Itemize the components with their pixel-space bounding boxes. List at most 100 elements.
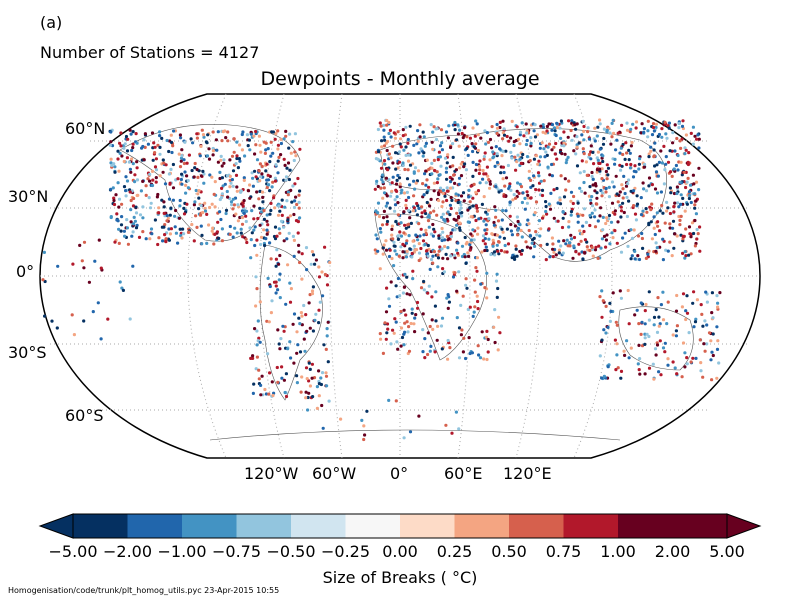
station-marker <box>389 342 393 346</box>
station-marker <box>420 211 424 215</box>
station-marker <box>231 184 235 188</box>
station-marker <box>265 228 269 232</box>
station-marker <box>195 167 199 172</box>
station-marker <box>436 265 440 269</box>
station-marker <box>709 339 713 343</box>
station-marker <box>533 135 538 139</box>
station-marker <box>657 370 661 374</box>
station-marker <box>240 148 244 152</box>
station-marker <box>677 214 681 219</box>
station-marker <box>267 320 271 324</box>
station-marker <box>234 212 238 216</box>
station-marker <box>680 375 684 379</box>
station-marker <box>666 160 671 164</box>
station-marker <box>487 217 491 221</box>
station-marker <box>439 324 444 328</box>
station-marker <box>593 248 598 252</box>
station-marker <box>446 306 450 310</box>
station-marker <box>492 223 496 227</box>
station-marker <box>471 149 475 154</box>
station-marker <box>647 366 652 370</box>
station-marker <box>469 215 473 219</box>
station-marker <box>384 176 388 180</box>
station-marker <box>441 212 445 216</box>
station-marker <box>386 327 390 331</box>
station-marker <box>598 147 602 151</box>
station-marker <box>412 244 416 248</box>
station-marker <box>588 223 592 228</box>
station-marker <box>484 223 488 227</box>
station-marker <box>409 221 413 225</box>
station-marker <box>247 138 251 142</box>
station-marker <box>635 194 639 198</box>
station-marker <box>572 194 576 199</box>
station-marker <box>441 200 445 204</box>
station-marker <box>578 186 582 190</box>
station-marker <box>135 160 139 164</box>
station-marker <box>610 180 615 184</box>
station-marker <box>118 151 122 155</box>
station-marker <box>551 242 555 246</box>
station-marker <box>677 205 681 209</box>
station-marker <box>508 184 512 188</box>
station-marker <box>629 257 633 261</box>
station-marker <box>472 238 476 242</box>
station-marker <box>144 184 148 188</box>
station-marker <box>493 308 497 312</box>
station-marker <box>383 162 387 166</box>
station-marker <box>480 202 484 206</box>
station-marker <box>308 326 312 330</box>
station-marker <box>566 135 570 139</box>
station-marker <box>249 238 253 242</box>
station-marker <box>454 410 458 414</box>
station-marker <box>591 150 595 154</box>
station-marker <box>164 240 168 244</box>
station-marker <box>116 157 120 161</box>
station-marker <box>440 347 444 351</box>
station-marker <box>576 201 580 205</box>
station-marker <box>527 228 531 233</box>
station-marker <box>542 179 546 183</box>
station-marker <box>180 148 184 152</box>
station-marker <box>402 436 406 440</box>
station-marker <box>580 250 584 254</box>
station-marker <box>99 266 103 270</box>
station-marker <box>239 190 243 194</box>
station-marker <box>441 267 445 271</box>
station-marker <box>646 119 650 123</box>
station-marker <box>668 226 672 230</box>
station-marker <box>304 396 308 400</box>
station-marker <box>56 264 60 268</box>
station-marker <box>396 173 400 178</box>
station-marker <box>324 374 329 378</box>
station-marker <box>716 305 720 309</box>
station-marker <box>636 234 641 238</box>
station-marker <box>150 232 154 236</box>
station-marker <box>397 160 402 164</box>
graticule-meridians <box>187 93 613 459</box>
station-marker <box>402 332 406 336</box>
station-marker <box>593 139 597 143</box>
station-marker <box>525 245 530 249</box>
station-marker <box>684 148 688 152</box>
station-marker <box>661 318 666 322</box>
station-marker <box>387 178 391 182</box>
station-marker <box>630 236 635 240</box>
station-marker <box>178 133 182 137</box>
station-marker <box>490 125 494 129</box>
station-marker <box>449 145 453 150</box>
station-marker <box>431 327 435 331</box>
station-marker <box>435 127 439 131</box>
station-marker <box>292 205 297 210</box>
station-marker <box>282 239 286 243</box>
station-marker <box>297 243 301 247</box>
station-marker <box>220 139 224 143</box>
station-marker <box>284 302 288 306</box>
station-marker <box>236 219 240 223</box>
station-marker <box>142 158 146 162</box>
station-marker <box>469 238 473 242</box>
station-marker <box>253 327 257 331</box>
station-marker <box>567 225 571 229</box>
station-marker <box>431 254 435 258</box>
station-marker <box>427 225 431 229</box>
